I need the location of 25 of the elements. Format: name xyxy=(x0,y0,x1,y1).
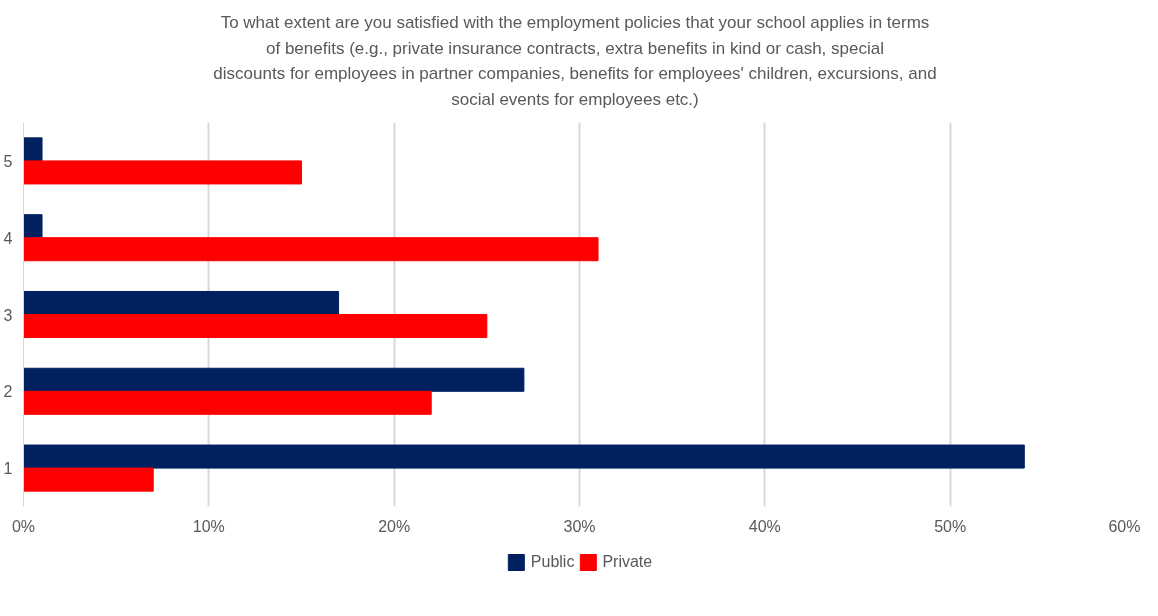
y-tick-label: 2 xyxy=(3,383,13,401)
y-tick-label: 1 xyxy=(3,460,13,478)
x-tick-label: 30% xyxy=(563,517,596,535)
x-tick-label: 50% xyxy=(934,517,967,535)
legend-label: Private xyxy=(602,553,653,571)
bar xyxy=(23,160,302,185)
bar xyxy=(23,290,340,315)
bar xyxy=(23,314,488,339)
bar xyxy=(23,390,432,415)
x-tick-label: 10% xyxy=(192,517,225,535)
legend-label: Public xyxy=(530,553,575,571)
bar xyxy=(23,444,1025,469)
x-tick-label: 0% xyxy=(11,517,36,535)
y-tick-label: 3 xyxy=(3,306,13,324)
bar xyxy=(23,137,43,162)
y-tick-label: 5 xyxy=(3,152,13,170)
bar xyxy=(23,237,599,262)
x-tick-label: 20% xyxy=(378,517,411,535)
chart-title: To what extent are you satisfied with the employment policies that your school applies in terms of benefits (e.g., private insurance contracts, extra benefits in kind or cash, special discounts for employees in partner companies, benefits for employees' children, excursions, and social events for employees etc.) xyxy=(213,12,937,111)
bar xyxy=(23,467,154,492)
y-tick-label: 4 xyxy=(3,229,13,247)
bar xyxy=(23,367,525,392)
bar xyxy=(23,214,43,239)
x-tick-label: 60% xyxy=(1108,517,1141,535)
x-tick-label: 40% xyxy=(748,517,781,535)
